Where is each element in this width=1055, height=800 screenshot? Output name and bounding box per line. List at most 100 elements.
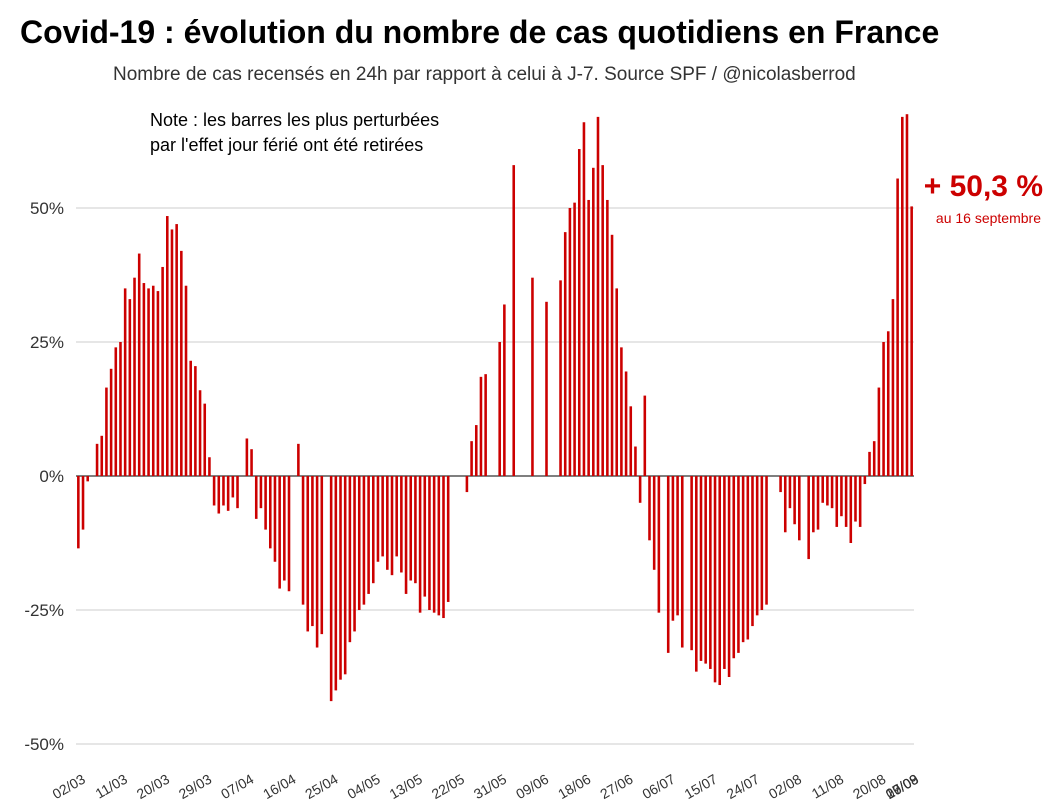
bar <box>751 476 754 627</box>
last-date-annotation: au 16 septembre <box>935 210 1041 226</box>
bar <box>114 347 118 476</box>
x-tick-label: 18/06 <box>555 771 594 800</box>
bar <box>334 476 338 691</box>
bar <box>877 387 881 476</box>
bar <box>203 403 207 476</box>
bar <box>315 476 319 648</box>
bar <box>301 476 305 605</box>
bar <box>783 476 787 533</box>
bar <box>587 199 590 476</box>
bar <box>381 476 384 557</box>
bar <box>329 476 333 702</box>
x-tick-label: 13/05 <box>387 771 426 800</box>
bar <box>128 299 132 476</box>
y-tick-label: 0% <box>39 467 64 486</box>
bar <box>170 229 174 476</box>
bar <box>423 476 427 597</box>
x-tick-label: 16/04 <box>260 771 299 800</box>
bar <box>830 476 834 509</box>
bar <box>620 347 623 476</box>
bar <box>704 476 707 664</box>
bar <box>470 441 473 476</box>
bar <box>77 476 80 549</box>
bar <box>353 476 356 632</box>
bar <box>699 476 703 661</box>
bar <box>86 476 89 482</box>
bar <box>718 476 722 686</box>
bar <box>212 476 216 506</box>
bar <box>854 476 857 522</box>
bar <box>259 476 263 509</box>
bar <box>741 476 745 643</box>
bar <box>222 476 225 506</box>
bar <box>840 476 843 517</box>
y-tick-label: -50% <box>24 735 64 754</box>
x-tick-label: 06/07 <box>639 771 678 800</box>
bar <box>652 476 656 570</box>
bar <box>208 457 211 476</box>
bar <box>109 368 113 476</box>
bar <box>189 360 192 476</box>
x-tick-label: 09/06 <box>513 771 552 800</box>
bar <box>503 304 506 476</box>
bar <box>147 288 150 476</box>
bar <box>484 374 487 476</box>
bar <box>643 395 647 476</box>
bar <box>709 476 712 669</box>
bar <box>217 476 221 514</box>
bar <box>264 476 267 530</box>
bar <box>844 476 848 527</box>
bar <box>582 122 586 477</box>
bar <box>723 476 726 669</box>
bar <box>414 476 417 584</box>
bar <box>849 476 853 543</box>
bar <box>629 406 633 476</box>
bar <box>512 165 516 476</box>
last-value-annotation: + 50,3 % <box>923 170 1043 203</box>
bar <box>428 476 431 610</box>
chart-subtitle: Nombre de cas recensés en 24h par rappor… <box>113 64 856 85</box>
bar <box>404 476 408 594</box>
bar <box>666 476 670 653</box>
bar <box>362 476 366 605</box>
bar <box>273 476 277 562</box>
bar <box>872 441 876 476</box>
bar <box>737 476 740 653</box>
bar <box>531 277 534 476</box>
x-tick-label: 20/03 <box>134 771 173 800</box>
x-tick-label: 04/05 <box>344 771 383 800</box>
bar <box>624 371 628 476</box>
bar <box>306 476 310 632</box>
bar <box>779 476 782 493</box>
bar <box>812 476 815 533</box>
bar <box>563 232 567 476</box>
bar <box>137 253 141 476</box>
bar <box>610 234 614 476</box>
bar <box>863 476 867 485</box>
chart-title: Covid-19 : évolution du nombre de cas qu… <box>20 14 940 50</box>
bar <box>250 449 253 476</box>
bar <box>123 288 127 476</box>
bar <box>545 301 548 476</box>
bar <box>474 425 478 476</box>
bar <box>638 476 642 503</box>
bar <box>231 476 235 498</box>
bar <box>760 476 764 610</box>
bar <box>236 476 239 509</box>
x-tick-label: 29/03 <box>176 771 215 800</box>
bar <box>755 476 759 616</box>
bar <box>901 116 904 476</box>
bar <box>648 476 651 541</box>
bar <box>367 476 370 594</box>
bar <box>592 167 595 477</box>
bar <box>732 476 736 659</box>
bar <box>166 216 169 477</box>
bar <box>151 285 155 476</box>
note-line-1: Note : les barres les plus perturbées <box>150 110 440 130</box>
bar <box>826 476 829 506</box>
bar <box>390 476 394 576</box>
bar <box>727 476 731 677</box>
bar <box>348 476 352 643</box>
bar <box>156 291 160 476</box>
x-tick-label: 02/08 <box>766 771 805 800</box>
